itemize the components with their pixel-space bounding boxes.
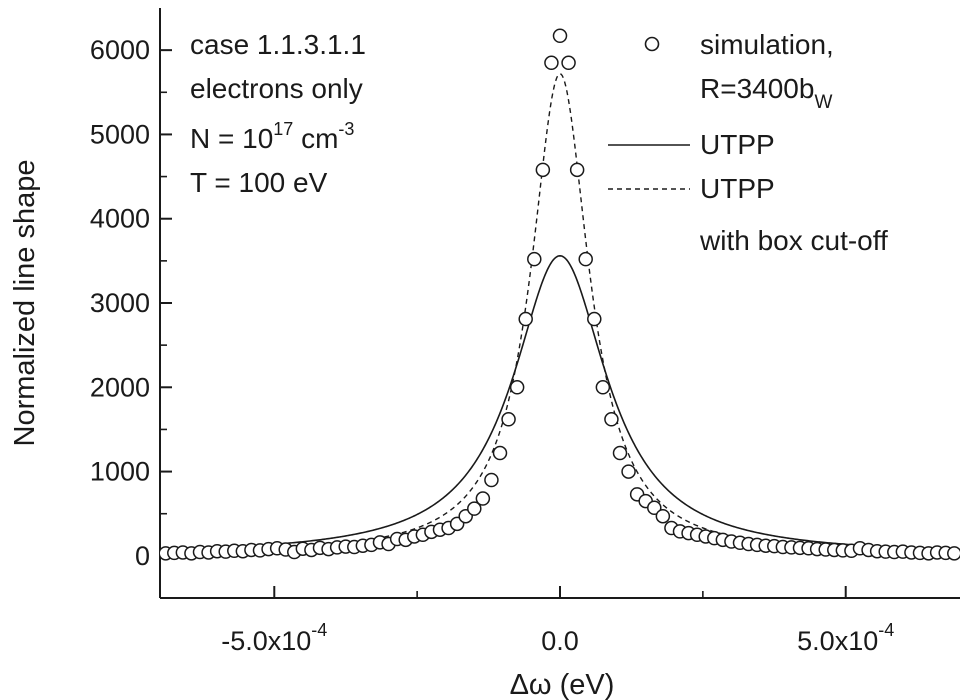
simulation-point xyxy=(552,28,568,44)
x-tick-label: 5.0x10-4 xyxy=(797,620,894,656)
y-tick-label: 6000 xyxy=(90,35,150,65)
y-tick-label: 2000 xyxy=(90,372,150,402)
simulation-point xyxy=(484,472,499,488)
legend-simulation-label: simulation, xyxy=(700,29,834,60)
simulation-point xyxy=(595,380,611,395)
simulation-point xyxy=(475,491,491,506)
y-tick-label: 4000 xyxy=(90,204,150,234)
simulation-point xyxy=(518,311,533,327)
simulation-point xyxy=(647,500,662,516)
simulation-point xyxy=(561,55,576,71)
annotation-case: case 1.1.3.1.1 xyxy=(190,29,366,60)
y-tick-label: 5000 xyxy=(90,119,150,149)
legend-simulation-label-line2: R=3400bW xyxy=(700,73,832,113)
y-tick-label: 0 xyxy=(135,541,150,571)
legend-simulation-marker xyxy=(644,36,660,52)
simulation-point xyxy=(621,464,636,479)
series-simulation-points xyxy=(160,28,960,561)
annotation-density: N = 1017 cm-3 xyxy=(190,119,354,154)
simulation-point xyxy=(587,311,602,327)
simulation-point xyxy=(655,508,671,524)
y-axis-title: Normalized line shape xyxy=(9,160,41,447)
annotation-species: electrons only xyxy=(190,73,363,104)
y-ticks: 0 1000 2000 3000 4000 5000 6000 xyxy=(90,35,172,571)
legend: simulation, R=3400bW UTPP UTPP with box … xyxy=(608,29,888,256)
x-axis-title: Δω (eV) xyxy=(510,669,615,700)
x-tick-label: -5.0x10-4 xyxy=(221,620,327,656)
legend-utpp-box-label-line2: with box cut-off xyxy=(699,225,888,256)
x-tick-label: 0.0 xyxy=(541,626,579,656)
annotation-temperature: T = 100 eV xyxy=(190,167,328,198)
series-utpp-line xyxy=(160,254,960,551)
simulation-point xyxy=(509,380,525,395)
simulation-point xyxy=(569,162,585,178)
simulation-point xyxy=(501,412,516,427)
simulation-point xyxy=(612,445,628,461)
simulation-point xyxy=(578,251,593,267)
x-ticks: -5.0x10-4 0.0 5.0x10-4 xyxy=(221,586,894,656)
simulation-point xyxy=(947,546,960,561)
simulation-point xyxy=(544,55,559,71)
annotation-block: case 1.1.3.1.1 electrons only N = 1017 c… xyxy=(190,29,366,198)
legend-utpp-box-label: UTPP xyxy=(700,173,775,204)
y-tick-label: 1000 xyxy=(90,457,150,487)
y-tick-label: 3000 xyxy=(90,288,150,318)
simulation-point xyxy=(604,412,619,427)
simulation-point xyxy=(467,501,482,516)
series-utpp-box-cutoff-line xyxy=(160,72,960,553)
legend-utpp-label: UTPP xyxy=(700,129,775,160)
simulation-point xyxy=(527,251,542,267)
simulation-point xyxy=(535,162,551,178)
simulation-point xyxy=(492,445,508,461)
